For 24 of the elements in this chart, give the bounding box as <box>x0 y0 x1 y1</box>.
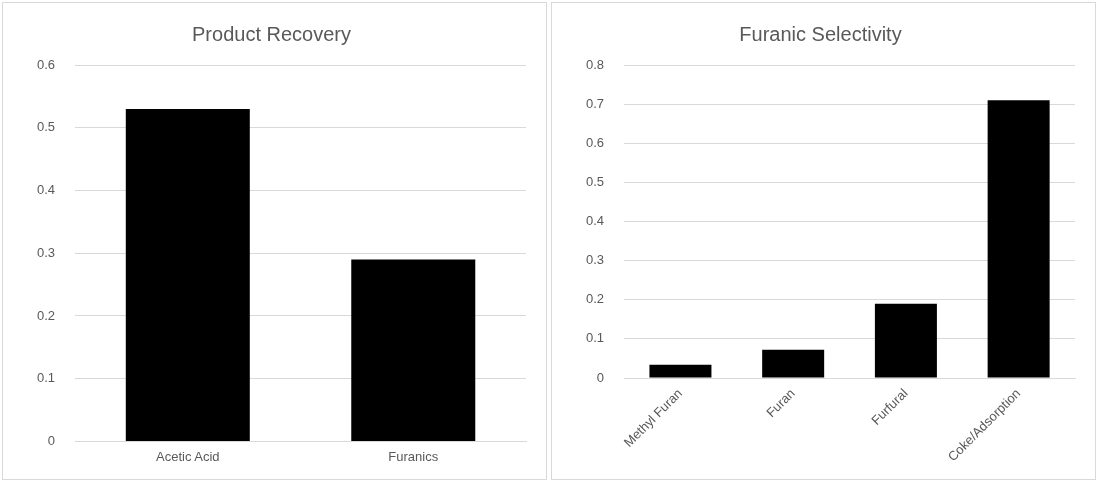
bar <box>649 364 712 378</box>
y-tick-label: 0.4 <box>585 213 605 229</box>
y-tick-label: 0.4 <box>36 182 56 198</box>
chart-title: Furanic Selectivity <box>739 22 902 45</box>
y-tick-label: 0 <box>596 369 605 385</box>
y-tick-label: 0.3 <box>36 244 56 260</box>
x-tick-label: Furanics <box>388 448 439 464</box>
y-tick-label: 0 <box>47 432 56 448</box>
chart-title: Product Recovery <box>192 22 351 45</box>
y-tick-label: 0.1 <box>36 370 56 386</box>
y-tick-label: 0.5 <box>585 173 605 189</box>
y-tick-label: 0.2 <box>585 291 605 307</box>
y-tick-label: 0.8 <box>585 56 605 72</box>
bar <box>762 349 825 378</box>
y-tick-label: 0.2 <box>36 307 56 323</box>
bar <box>987 100 1050 378</box>
y-tick-label: 0.5 <box>36 119 56 135</box>
y-tick-label: 0.6 <box>585 134 605 150</box>
bar <box>874 303 937 378</box>
y-tick-label: 0.1 <box>585 330 605 346</box>
y-tick-label: 0.3 <box>585 252 605 268</box>
x-tick-label: Acetic Acid <box>156 448 220 464</box>
y-tick-label: 0.7 <box>585 95 605 111</box>
y-tick-label: 0.6 <box>36 56 56 72</box>
